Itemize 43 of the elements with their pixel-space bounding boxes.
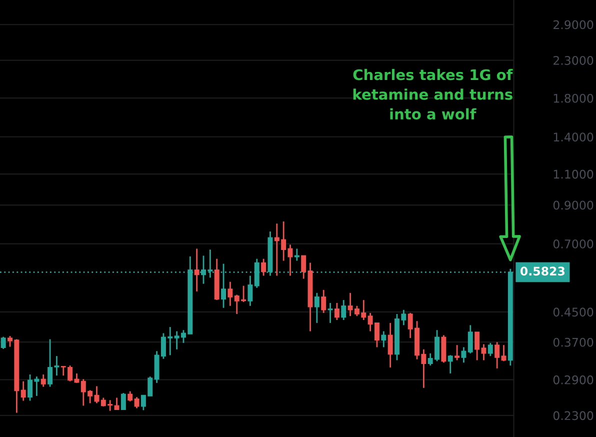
candlestick (501, 344, 506, 362)
annotation: Charles takes 1G of ketamine and turns into a wolf (353, 68, 513, 120)
candlestick (461, 346, 466, 364)
candlestick (341, 299, 346, 321)
candlestick (488, 342, 493, 357)
candlestick (228, 281, 233, 307)
y-tick-label: 2.9000 (554, 20, 594, 30)
y-tick-label: 0.7000 (553, 239, 594, 248)
candlestick (248, 275, 253, 307)
candlestick (468, 324, 473, 354)
candlestick (321, 289, 326, 314)
candlestick (288, 244, 293, 276)
candlestick (128, 390, 133, 402)
candlestick (0, 336, 6, 350)
candlestick (328, 302, 333, 324)
candlestick (448, 354, 453, 374)
candlestick (314, 292, 320, 324)
candlestick (454, 344, 460, 361)
candlestick (388, 322, 393, 368)
candlestick (261, 258, 266, 276)
ref-line-label: 0.5823 (520, 266, 565, 276)
candlestick (294, 248, 300, 262)
y-tick-label: 0.4500 (553, 308, 594, 317)
candlestick (114, 397, 120, 410)
y-tick-label: 0.3700 (553, 338, 594, 347)
candlestick (301, 254, 306, 280)
y-tick-label: 1.1000 (554, 170, 594, 179)
y-tick-label: 1.4000 (554, 132, 594, 142)
candlestick (494, 341, 500, 370)
candlestick (120, 392, 126, 410)
candlestick (194, 248, 200, 292)
y-tick-label: 0.2900 (553, 375, 594, 384)
y-tick-label: 0.2300 (553, 411, 594, 420)
candlestick (134, 396, 140, 409)
y-tick-label: 1.8000 (554, 94, 594, 103)
y-tick-label: 2.3000 (554, 56, 594, 65)
candlestick (20, 380, 26, 402)
candlestick (334, 302, 340, 321)
candlestick (441, 334, 446, 364)
candlestick (94, 386, 100, 404)
candlestick (381, 330, 386, 348)
y-tick-label: 0.9000 (553, 200, 594, 210)
candlestick (40, 374, 46, 388)
